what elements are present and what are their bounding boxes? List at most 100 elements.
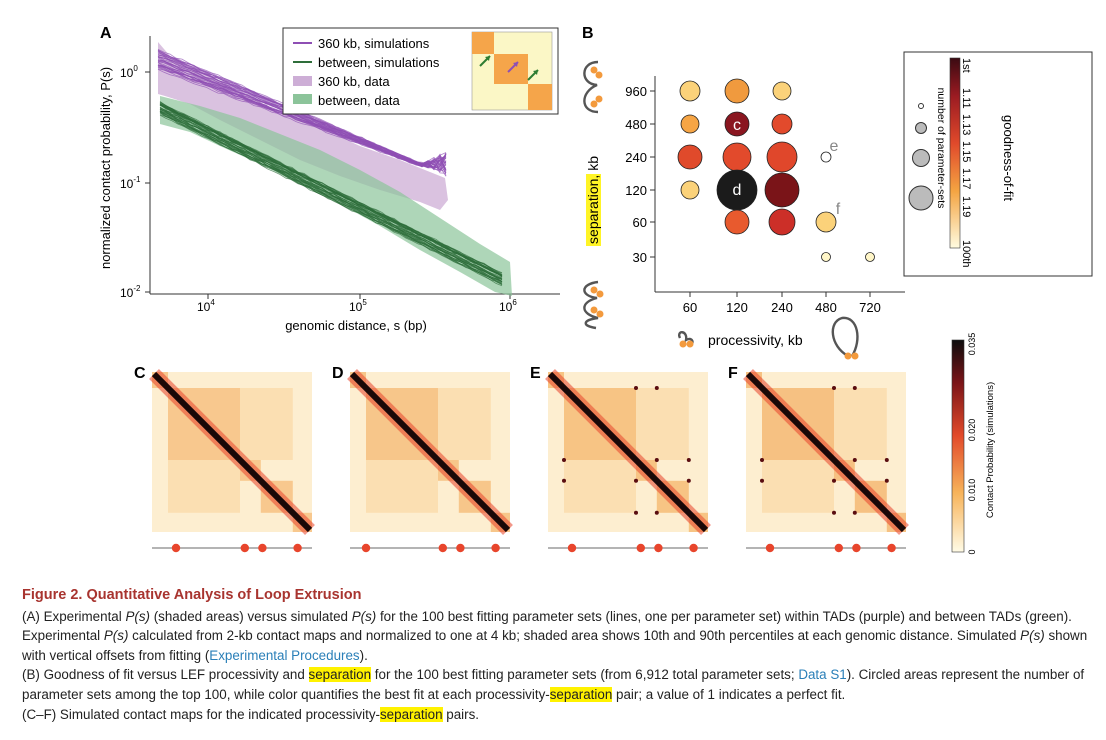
b-xtick: 720 [859,300,881,315]
link-data-s1[interactable]: Data S1 [798,667,847,683]
b-bubble [771,113,793,135]
map-label: C [134,365,146,382]
ctcf-site-dot [887,543,896,553]
a-sim-line-within [157,54,447,173]
b-bubble [722,142,752,172]
maps-colorbar-label: Contact Probability (simulations) [985,382,996,518]
maps-colorbar-tick: 0.035 [967,333,977,356]
b-ytick: 120 [625,183,647,198]
b-bubble-label: c [733,117,741,134]
b-size-legend-4 [908,185,934,211]
ctcf-site-dot [293,543,302,553]
a-ytick-0: 100 [120,64,138,80]
a-sim-line-within [157,66,447,169]
caption-a: (A) Experimental P(s) (shaded areas) ver… [22,608,1088,663]
b-bubble-label: d [733,182,742,199]
b-ylabel-highlight [586,174,601,246]
b-colorbar-box: 1st 1.11 1.13 1.15 1.17 1.19 100th goodness-of… [903,51,1093,277]
a-xtick-1: 105 [349,298,367,314]
a-ytick-1: 10-1 [120,175,141,191]
b-colorbar-tick: 1.17 [960,168,972,189]
map-f: F [728,365,909,553]
b-bubble [815,211,837,233]
a-inset-schematic [471,31,553,111]
b-bubble [724,209,750,235]
b-colorbar-tick: 1st [960,58,972,73]
b-size-legend-3 [912,149,930,167]
a-legend-0: 360 kb, simulations [318,36,430,51]
a-sim-line-within [157,68,447,171]
b-xtick: 480 [815,300,837,315]
figure: A 100 10-1 10-2 104 105 106 genomic dist… [98,25,1093,555]
b-x-ticks: 60 120 240 480 720 [683,292,881,315]
b-colorbar-tick: 100th [960,240,972,268]
panel-b: B 960 480 240 120 60 30 60 120 240 480 720 separa… [582,25,1093,360]
ctcf-site-dot [654,543,663,553]
b-ytick: 960 [625,84,647,99]
b-bubble [768,208,796,236]
b-bubbles: c d e f [677,78,875,262]
a-ylabel: normalized contact probability, P(s) [98,67,113,269]
b-loop-icons [583,60,859,360]
maps-colorbar-tick: 0 [967,549,977,554]
b-bubble [677,144,703,170]
b-bubble [820,151,832,163]
maps-colorbar-tick: 0.020 [967,419,977,442]
link-experimental-procedures[interactable]: Experimental Procedures [209,647,360,663]
a-ytick-2: 10-2 [120,284,141,300]
a-sim-line-between [159,114,503,287]
a-xtick-2: 106 [499,298,517,314]
b-bubble-label: f [836,201,841,218]
b-xtick: 60 [683,300,697,315]
b-bubble-label: e [830,138,839,155]
caption-c: (C–F) Simulated contact maps for the ind… [22,706,479,722]
a-xtick-0: 104 [197,298,215,314]
a-sim-line-between [159,112,503,284]
b-colorbar-tick: 1.11 [960,88,972,109]
b-bubble [766,141,798,173]
b-xtick: 240 [771,300,793,315]
a-sim-line-between [159,109,503,281]
b-ylabel-text: separation, kb [585,156,601,244]
panel-b-label: B [582,25,594,42]
a-xlabel: genomic distance, s (bp) [285,318,427,333]
a-legend-3: between, data [318,93,400,108]
a-sim-line-between [159,110,503,282]
ctcf-site-dot [438,543,447,553]
ctcf-site-dot [834,543,843,553]
b-bubble [679,80,701,102]
contact-maps: C D E F [134,365,909,553]
ctcf-site-dot [765,543,775,553]
b-colorbar [949,57,961,249]
b-ytick: 240 [625,150,647,165]
ctcf-site-dot [567,543,577,553]
b-bubble [724,111,750,137]
b-bubble [680,180,700,200]
b-xlabel: processivity, kb [708,332,803,348]
b-bubble [724,78,750,104]
a-sim-line-between [159,103,503,276]
b-size-legend-2 [915,122,927,134]
figure-caption: Figure 2. Quantitative Analysis of Loop … [22,586,1092,724]
b-colorbar-tick: 1.13 [960,114,972,135]
a-legend-1: between, simulations [318,55,440,70]
a-legend-2: 360 kb, data [318,74,390,89]
ctcf-site-dot [258,543,267,553]
caption-title: Figure 2. Quantitative Analysis of Loop … [22,587,362,603]
b-xtick: 120 [726,300,748,315]
map-e: E [530,365,711,553]
b-bubble [680,114,700,134]
maps-colorbar-tick: 0.010 [967,479,977,502]
map-label: F [728,365,738,382]
ctcf-site-dot [636,543,645,553]
map-c: C [134,365,315,553]
panel-a: A 100 10-1 10-2 104 105 106 genomic dist… [98,25,560,333]
ctcf-site-dot [456,543,465,553]
ctcf-site-dot [171,543,181,553]
panel-a-label: A [100,25,112,42]
ctcf-site-dot [240,543,249,553]
ctcf-site-dot [361,543,371,553]
b-ytick: 480 [625,117,647,132]
map-d: D [332,365,513,553]
b-colorbar-ticks: 1st 1.11 1.13 1.15 1.17 1.19 100th [960,58,972,268]
